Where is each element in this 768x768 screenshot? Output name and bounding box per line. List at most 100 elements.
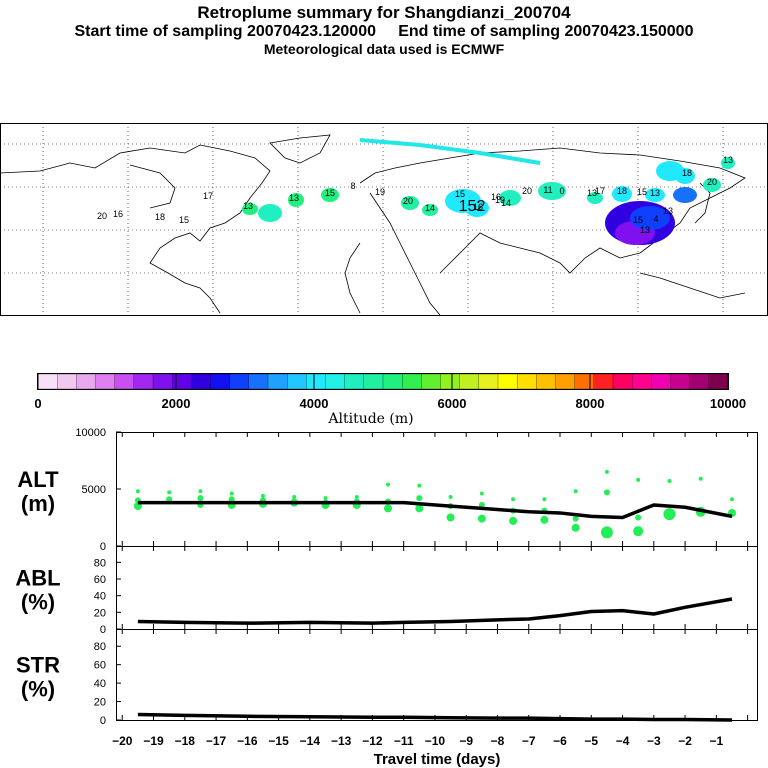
colorbar-cell xyxy=(651,373,672,390)
colorbar-cell xyxy=(421,373,442,390)
colorbar-cell xyxy=(152,373,173,390)
trajectory-label: 15 xyxy=(637,187,647,197)
panel-frame xyxy=(116,546,758,630)
y-tick-label: 80 xyxy=(94,641,106,653)
colorbar-cell xyxy=(574,373,595,390)
colorbar-cell xyxy=(497,373,518,390)
colorbar-cell xyxy=(363,373,384,390)
y-tick-label: 20 xyxy=(94,607,106,619)
x-tick-label: −1 xyxy=(710,734,724,748)
colorbar-tick-label: 2000 xyxy=(162,396,191,411)
colorbar-title: Altitude (m) xyxy=(327,411,413,427)
x-tick-label: −8 xyxy=(491,734,505,748)
x-tick-label: −12 xyxy=(362,734,383,748)
trajectory-label: 20 xyxy=(97,211,107,221)
scatter-point xyxy=(135,489,140,494)
y-tick-label: 40 xyxy=(94,678,106,690)
y-tick-label: 60 xyxy=(94,660,106,672)
trajectory-label: 15 xyxy=(179,215,189,225)
colorbar-cells xyxy=(37,373,729,390)
trajectory-label: 13 xyxy=(289,193,299,203)
colorbar-cell xyxy=(229,373,250,390)
x-axis-label: Travel time (days) xyxy=(374,751,501,768)
scatter-point xyxy=(603,489,610,496)
x-axis-ticks: −20 −19 −18 −17 −16 −15 −14 −13 −12 −11 −10 −9 −8 −7 −… xyxy=(112,734,723,748)
met-data-note: Meteorological data used is ECMWF xyxy=(263,41,505,57)
trajectory-label: 13 xyxy=(663,206,673,216)
x-tick-label: −15 xyxy=(268,734,289,748)
colorbar-cell xyxy=(670,373,691,390)
x-tick-label: −10 xyxy=(425,734,446,748)
colorbar-cell xyxy=(593,373,614,390)
colorbar-cell xyxy=(306,373,327,390)
colorbar-cell xyxy=(555,373,576,390)
colorbar-tick-label: 4000 xyxy=(300,396,329,411)
scatter-point xyxy=(663,508,676,521)
colorbar-cell xyxy=(517,373,537,390)
panels: 10000 5000 0 80 60 40 20 0 80 60 40 20 0 xyxy=(75,427,758,727)
trajectory-label: 15 xyxy=(325,188,335,198)
panel-label-unit: (m) xyxy=(21,491,55,516)
y-tick-label: 10000 xyxy=(75,427,106,439)
trajectory-label: 13 xyxy=(723,155,733,165)
scatter-point xyxy=(166,496,173,503)
scatter-point xyxy=(478,501,485,508)
x-tick-label: −16 xyxy=(237,734,258,748)
scatter-point xyxy=(260,493,265,498)
trajectory-label: 4 xyxy=(653,214,658,224)
scatter-point xyxy=(604,469,609,474)
colorbar-cell xyxy=(114,373,135,390)
x-tick-label: −11 xyxy=(394,734,414,748)
scatter-point xyxy=(228,496,235,503)
colorbar-cell xyxy=(76,373,97,390)
series-line xyxy=(137,500,733,520)
colorbar-ticks: 0 2000 4000 6000 8000 10000 xyxy=(34,374,746,411)
scatter-point xyxy=(446,513,455,522)
scatter-point xyxy=(635,514,642,521)
trajectory-label: 15 xyxy=(633,215,643,225)
x-tick-label: −19 xyxy=(143,734,164,748)
trajectory-label: 15 xyxy=(455,189,465,199)
trajectory-label: 11 xyxy=(543,185,552,195)
series-line xyxy=(137,712,733,722)
trajectory-label: 19 xyxy=(375,187,385,197)
panel-frame xyxy=(116,432,758,547)
panel-frame xyxy=(116,629,758,721)
y-tick-label: 5000 xyxy=(82,484,106,496)
x-tick-label: −7 xyxy=(522,734,536,748)
scatter-point xyxy=(667,479,672,484)
scatter-point xyxy=(573,489,578,494)
trajectory-label: 19 xyxy=(495,195,505,205)
colorbar: 0 2000 4000 6000 8000 10000 Altitude (m) xyxy=(34,373,746,427)
scatter-point xyxy=(292,494,297,499)
colorbar-cell xyxy=(325,373,346,390)
x-tick-label: −4 xyxy=(616,734,630,748)
panel-label-unit: (%) xyxy=(21,677,55,702)
colorbar-cell xyxy=(133,373,154,390)
x-tick-label: −3 xyxy=(647,734,661,748)
x-tick-label: −13 xyxy=(331,734,352,748)
y-tick-label: 0 xyxy=(100,715,106,727)
panel-label-name: ALT xyxy=(17,467,59,492)
scatter-point xyxy=(572,515,579,522)
colorbar-cell xyxy=(248,373,269,390)
panel-label-unit: (%) xyxy=(21,590,55,615)
scatter-point xyxy=(636,477,641,482)
scatter-point xyxy=(509,516,518,525)
scatter-point xyxy=(448,494,453,499)
trajectory-label: 17 xyxy=(203,191,213,201)
y-tick-label: 40 xyxy=(94,591,106,603)
scatter-point xyxy=(511,497,516,502)
colorbar-cell xyxy=(95,373,116,390)
trajectory-label: 18 xyxy=(155,212,165,222)
scatter-point xyxy=(415,504,424,513)
scatter-point xyxy=(167,490,172,495)
scatter-point xyxy=(729,497,734,502)
colorbar-cell xyxy=(344,373,365,390)
panel-labels: ALT(m)ABL(%)STR(%) xyxy=(15,467,60,702)
y-tick-label: 0 xyxy=(100,541,106,553)
y-tick-label: 20 xyxy=(94,697,106,709)
chart-title: Retroplume summary for Shangdianzi_20070… xyxy=(197,3,571,22)
colorbar-tick-label: 8000 xyxy=(576,396,605,411)
colorbar-cell xyxy=(191,373,212,390)
